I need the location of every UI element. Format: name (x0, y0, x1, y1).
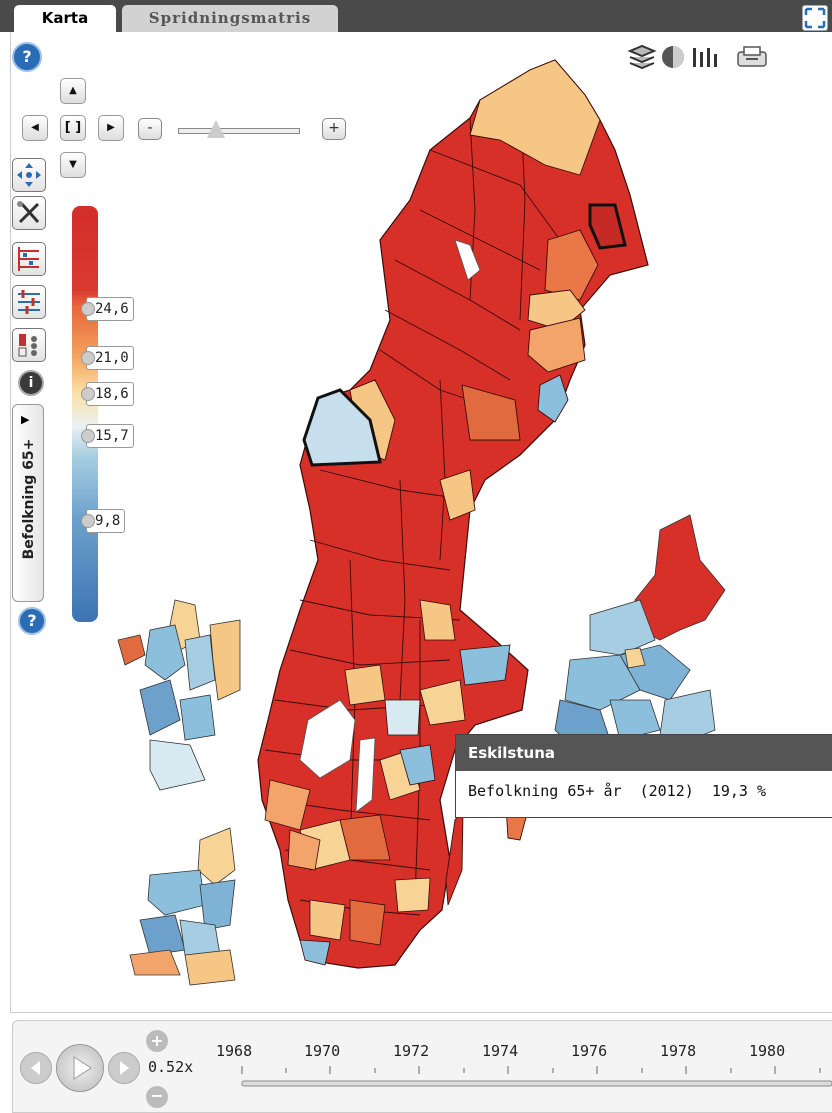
zoom-out-button[interactable]: - (138, 118, 162, 140)
tooltip-value: 19,3 % (711, 782, 767, 800)
region-orange-mid[interactable] (461, 384, 521, 441)
lake-north (454, 239, 481, 281)
color-scheme-button[interactable] (12, 328, 46, 362)
filter-settings-button[interactable] (12, 285, 46, 319)
timeline-year[interactable]: 1972 (393, 1042, 430, 1060)
pan-up-button[interactable]: ▲ (60, 78, 86, 104)
zoom-slider-track[interactable] (178, 128, 300, 134)
wrench-screwdriver-icon (17, 201, 40, 224)
choropleth-map[interactable] (0, 32, 832, 1012)
region-light-north[interactable] (469, 59, 601, 176)
tab-spridningsmatris[interactable]: Spridningsmatris (122, 5, 338, 32)
region-orange-ne2[interactable] (527, 317, 586, 373)
help-icon-bottom[interactable]: ? (18, 607, 46, 635)
help-icon-top[interactable]: ? (12, 42, 42, 72)
zoom-slider-thumb[interactable] (207, 120, 225, 138)
step-forward-button[interactable] (108, 1052, 140, 1084)
tooltip-indicator: Befolkning 65+ år (468, 782, 622, 800)
pan-down-button[interactable]: ▼ (60, 152, 86, 178)
class-settings-button[interactable] (12, 242, 46, 276)
filter-bars-icon (18, 290, 40, 314)
region-blue-coast[interactable] (537, 374, 569, 423)
zoom-in-button[interactable]: + (322, 118, 346, 140)
step-back-icon (31, 1061, 40, 1075)
timeline-year[interactable]: 1976 (571, 1042, 608, 1060)
tooltip-body: Befolkning 65+ år (2012) 19,3 % (456, 771, 832, 811)
play-icon (73, 1056, 92, 1080)
region-highlighted-ne[interactable] (588, 203, 627, 250)
arrow-right-icon: ▶ (107, 122, 115, 133)
timeline-year[interactable]: 1968 (216, 1042, 253, 1060)
play-button[interactable] (56, 1044, 104, 1092)
tools-button[interactable] (12, 196, 46, 230)
legend-tick[interactable]: 15,7 (81, 424, 134, 448)
speed-up-button[interactable]: + (146, 1030, 168, 1052)
speed-down-button[interactable]: − (146, 1086, 168, 1108)
layers-icon[interactable] (627, 44, 657, 70)
arrow-down-icon: ▼ (69, 159, 77, 170)
step-back-button[interactable] (20, 1052, 52, 1084)
tab-bar: Karta Spridningsmatris (0, 0, 832, 32)
legend-color-bar (72, 206, 98, 622)
timeline-year[interactable]: 1974 (482, 1042, 519, 1060)
legend-tick[interactable]: 18,6 (81, 382, 134, 406)
tooltip-title: Eskilstuna (456, 735, 832, 771)
pan-right-button[interactable]: ▶ (98, 115, 124, 141)
expand-arrow-icon[interactable]: ▶ (21, 413, 30, 426)
step-forward-icon (120, 1061, 129, 1075)
arrow-up-icon: ▲ (69, 85, 77, 96)
legend-tick[interactable]: 21,0 (81, 346, 134, 370)
timeline-year[interactable]: 1970 (304, 1042, 341, 1060)
lake-vanern (299, 699, 356, 779)
chart-settings-icon[interactable] (690, 44, 718, 70)
arrow-left-icon: ◀ (31, 122, 39, 133)
move-arrows-icon (17, 163, 41, 187)
print-icon[interactable] (736, 44, 768, 70)
color-scheme-icon (18, 334, 37, 357)
theme-icon[interactable] (660, 44, 686, 70)
region-highlighted-west[interactable] (302, 388, 382, 467)
inset-stockholm[interactable] (554, 514, 726, 751)
inset-goteborg[interactable] (117, 599, 241, 791)
legend-tick[interactable]: 24,6 (81, 297, 134, 321)
inset-malmo[interactable] (129, 827, 236, 986)
lake-vattern (355, 737, 376, 813)
region-orange-ne1[interactable] (544, 229, 599, 301)
tooltip-year: (2012) (639, 782, 694, 800)
fullscreen-icon[interactable] (802, 5, 828, 31)
variable-selector[interactable]: ▶ Befolkning 65+ (12, 404, 44, 602)
variable-label: Befolkning 65+ (21, 438, 37, 560)
timeline-year[interactable]: 1980 (749, 1042, 786, 1060)
timeline-year[interactable]: 1978 (660, 1042, 697, 1060)
pan-left-button[interactable]: ◀ (22, 115, 48, 141)
speed-label: 0.52x (148, 1058, 194, 1076)
southern-regions[interactable] (264, 599, 511, 966)
info-icon[interactable]: i (18, 370, 44, 396)
tab-karta[interactable]: Karta (14, 5, 116, 32)
legend-classes-icon (18, 247, 39, 271)
region-tooltip: Eskilstuna Befolkning 65+ år (2012) 19,3… (455, 734, 832, 818)
pan-center-button[interactable]: [ ] (60, 115, 86, 141)
legend-tick[interactable]: 9,8 (80, 509, 126, 533)
timeline-track[interactable] (240, 1064, 832, 1090)
region-light-mid[interactable] (439, 469, 476, 521)
move-tool-button[interactable] (12, 158, 46, 192)
